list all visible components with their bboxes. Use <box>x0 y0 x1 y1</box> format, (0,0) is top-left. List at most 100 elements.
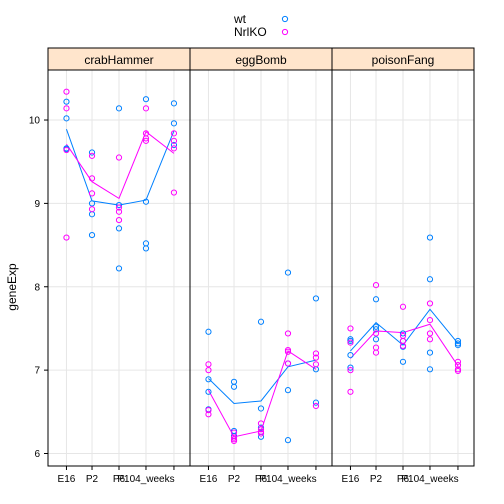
point-wt <box>312 295 320 302</box>
point-NrlKO <box>170 189 178 196</box>
point-NrlKO <box>205 361 212 368</box>
point-wt <box>63 98 70 105</box>
point-NrlKO <box>142 137 150 144</box>
y-tick-label: 7 <box>34 366 40 377</box>
point-wt <box>170 100 178 107</box>
strip-label-poisonFang: poisonFang <box>372 53 435 67</box>
point-NrlKO <box>454 362 462 369</box>
point-wt <box>454 342 462 349</box>
point-NrlKO <box>426 300 434 307</box>
point-NrlKO <box>88 175 96 182</box>
point-wt <box>142 198 150 205</box>
point-NrlKO <box>63 88 70 95</box>
point-NrlKO <box>257 430 265 437</box>
point-NrlKO <box>205 407 212 414</box>
point-NrlKO <box>312 402 320 410</box>
point-wt <box>399 358 407 365</box>
x-tick-label: P6 <box>397 474 410 485</box>
point-NrlKO <box>312 354 320 361</box>
point-wt <box>372 323 380 330</box>
x-tick-label: P104_weeks <box>117 474 174 485</box>
x-tick-label: P6 <box>113 474 126 485</box>
point-NrlKO <box>347 325 354 332</box>
point-wt <box>230 383 238 390</box>
y-tick-label: 6 <box>34 449 40 460</box>
point-wt <box>257 405 265 412</box>
point-NrlKO <box>372 349 380 356</box>
point-NrlKO <box>115 204 123 211</box>
point-NrlKO <box>454 367 462 375</box>
point-wt <box>88 231 96 239</box>
point-wt <box>142 245 150 252</box>
point-NrlKO <box>454 358 462 365</box>
point-NrlKO <box>115 216 123 224</box>
point-wt <box>115 225 123 232</box>
point-NrlKO <box>142 105 150 112</box>
y-tick-label: 9 <box>34 199 40 210</box>
point-wt <box>115 201 123 209</box>
point-wt <box>399 330 407 337</box>
point-wt <box>115 105 123 112</box>
point-NrlKO <box>205 367 212 374</box>
x-tick-label: E16 <box>200 474 218 485</box>
point-wt <box>115 265 123 272</box>
point-NrlKO <box>63 146 70 154</box>
point-NrlKO <box>312 350 320 357</box>
x-tick-label: P2 <box>370 474 383 485</box>
line-NrlKO-poisonFang <box>350 323 459 367</box>
legend-label-wt: wt <box>233 12 247 26</box>
point-wt <box>426 366 434 373</box>
point-wt <box>284 387 292 394</box>
point-NrlKO <box>115 208 123 215</box>
x-tick-label: P6 <box>255 474 268 485</box>
point-wt <box>347 364 354 371</box>
point-NrlKO <box>426 317 434 324</box>
point-NrlKO <box>257 420 265 427</box>
strip-label-crabHammer: crabHammer <box>84 53 153 67</box>
point-wt <box>205 376 212 383</box>
line-wt-eggBomb <box>208 359 317 404</box>
x-tick-label: P2 <box>228 474 241 485</box>
point-wt <box>372 326 380 333</box>
point-NrlKO <box>88 190 96 197</box>
legend-label-NrlKO: NrlKO <box>234 25 267 39</box>
point-NrlKO <box>399 303 407 310</box>
point-wt <box>426 276 434 283</box>
point-NrlKO <box>399 342 407 350</box>
legend-marker-NrlKO <box>281 28 289 36</box>
point-NrlKO <box>257 426 265 433</box>
point-NrlKO <box>205 411 212 418</box>
point-wt <box>205 388 212 395</box>
legend-marker-wt <box>281 15 289 23</box>
x-tick-label: E16 <box>342 474 360 485</box>
point-wt <box>347 352 354 359</box>
point-wt <box>170 120 178 127</box>
point-NrlKO <box>170 130 178 137</box>
point-wt <box>170 141 178 149</box>
line-NrlKO-crabHammer <box>66 130 175 200</box>
point-NrlKO <box>88 152 96 159</box>
point-NrlKO <box>142 135 150 142</box>
point-NrlKO <box>284 360 292 367</box>
point-wt <box>312 399 320 406</box>
x-tick-label: E16 <box>58 474 76 485</box>
point-wt <box>257 318 265 325</box>
x-tick-label: P104_weeks <box>259 474 316 485</box>
point-wt <box>205 328 212 335</box>
point-wt <box>426 234 434 241</box>
point-NrlKO <box>88 206 96 213</box>
point-NrlKO <box>426 336 434 343</box>
point-wt <box>142 96 150 103</box>
point-NrlKO <box>347 339 354 346</box>
point-wt <box>372 336 380 343</box>
point-NrlKO <box>230 437 238 445</box>
point-NrlKO <box>284 348 292 355</box>
strip-label-eggBomb: eggBomb <box>235 53 287 67</box>
point-wt <box>88 149 96 156</box>
